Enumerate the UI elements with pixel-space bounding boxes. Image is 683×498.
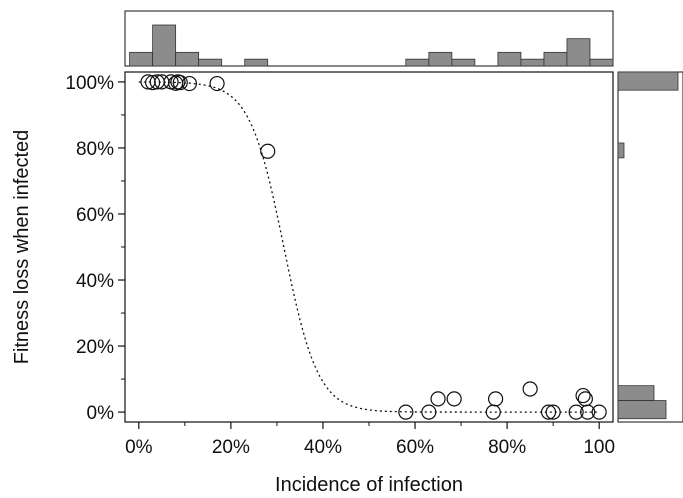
- y-axis-title: Fitness loss when infected: [11, 130, 33, 365]
- top-histogram-bar: [152, 24, 177, 67]
- data-point: [430, 391, 446, 407]
- right-histogram-bar: [617, 71, 679, 91]
- y-tick-label: 0%: [87, 403, 115, 424]
- data-point: [488, 391, 504, 407]
- top-histogram: [124, 10, 614, 67]
- x-tick-label: 40%: [304, 437, 342, 458]
- data-point: [172, 74, 188, 91]
- data-point: [591, 404, 607, 420]
- data-point: [446, 391, 462, 407]
- right-histogram-frame: [617, 71, 683, 423]
- data-point: [577, 391, 593, 407]
- top-histogram-bar: [566, 38, 591, 67]
- data-point: [568, 404, 584, 420]
- data-point: [575, 387, 591, 404]
- data-point: [181, 75, 198, 92]
- data-point: [209, 75, 225, 92]
- right-histogram-bar: [617, 400, 667, 420]
- data-point: [580, 404, 596, 420]
- top-histogram-bar: [198, 58, 223, 67]
- plot-frame: [124, 71, 614, 423]
- top-histogram-bar: [589, 58, 614, 67]
- top-histogram-bar: [497, 51, 522, 67]
- top-histogram-bar: [244, 58, 269, 67]
- data-point: [398, 404, 414, 420]
- y-tick-label: 20%: [76, 337, 114, 358]
- top-histogram-bar: [451, 58, 476, 67]
- x-tick-label: 60%: [396, 437, 434, 458]
- x-axis-title: Incidence of infection: [275, 474, 463, 496]
- top-histogram-bar: [428, 51, 453, 67]
- plot-area: 0% 20% 40% 60% 80% 100 0% 20% 40% 60% 80% 100%: [65, 71, 615, 458]
- data-point: [545, 404, 561, 420]
- x-tick-label: 100: [583, 437, 615, 458]
- data-point: [540, 404, 557, 420]
- y-tick-label: 40%: [76, 271, 114, 292]
- y-tick-label: 60%: [76, 205, 114, 226]
- data-point: [145, 74, 161, 91]
- top-histogram-frame: [124, 10, 614, 67]
- right-histogram-bar: [617, 142, 625, 159]
- x-tick-label: 0%: [125, 437, 153, 458]
- data-point: [485, 404, 501, 420]
- x-tick-label: 20%: [212, 437, 250, 458]
- y-tick-label: 80%: [76, 139, 114, 160]
- data-point: [260, 143, 276, 159]
- top-histogram-bar: [129, 51, 154, 67]
- top-histogram-bar: [520, 58, 545, 67]
- top-histogram-bar: [405, 58, 430, 67]
- top-histogram-bar: [543, 51, 568, 67]
- top-histogram-bar: [175, 51, 200, 67]
- right-histogram: [617, 71, 683, 423]
- data-point: [522, 381, 538, 397]
- y-tick-label: 100%: [65, 73, 114, 94]
- fit-curve: [138, 81, 600, 413]
- x-tick-label: 80%: [488, 437, 526, 458]
- data-point: [421, 404, 437, 420]
- right-histogram-bar: [617, 385, 655, 401]
